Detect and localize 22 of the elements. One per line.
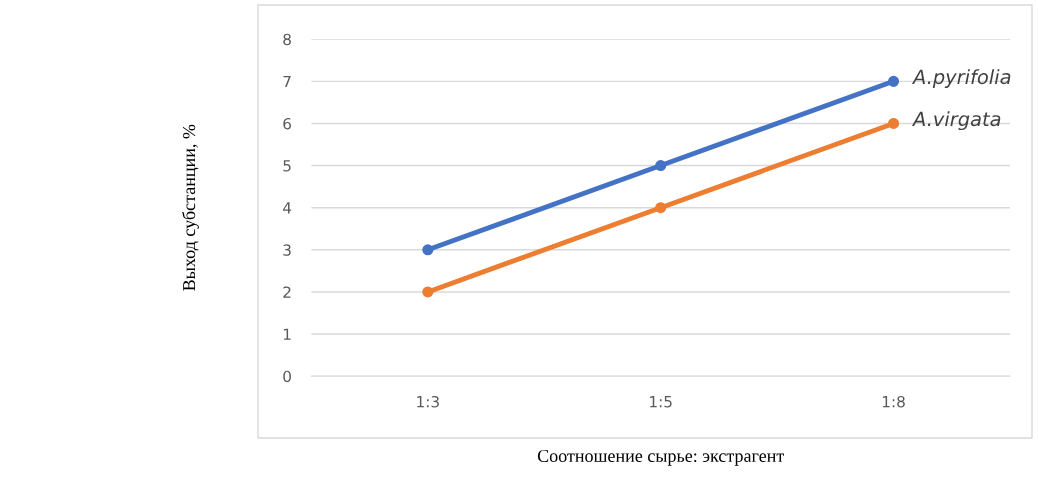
point — [887, 117, 900, 129]
y-tick-label: 8 — [283, 33, 291, 46]
y-tick-label: 6 — [283, 117, 291, 130]
point — [655, 160, 667, 172]
x-tick-label: 1:3 — [417, 395, 439, 408]
y-axis-title: Выход субстанции, % — [182, 124, 199, 291]
y-tick-label: 0 — [283, 370, 291, 383]
y-tick-label: 3 — [283, 244, 291, 256]
x-axis-title: Соотношение сырье: экстрагент — [537, 449, 784, 466]
x-tick-label: 1:5 — [650, 396, 672, 408]
y-tick-label: 5 — [283, 160, 291, 172]
y-tick-label: 4 — [282, 202, 292, 214]
y-tick-label: 7 — [283, 75, 291, 88]
series-label: A.virgata — [911, 111, 1001, 131]
point — [422, 244, 434, 256]
y-tick-label: 2 — [283, 286, 291, 298]
series-label: A.pyrifolia — [911, 69, 1011, 88]
x-tick-label: 1:8 — [882, 395, 905, 408]
point — [655, 202, 667, 214]
point — [422, 286, 434, 298]
point — [887, 75, 900, 87]
y-tick-label: 1 — [283, 328, 291, 340]
